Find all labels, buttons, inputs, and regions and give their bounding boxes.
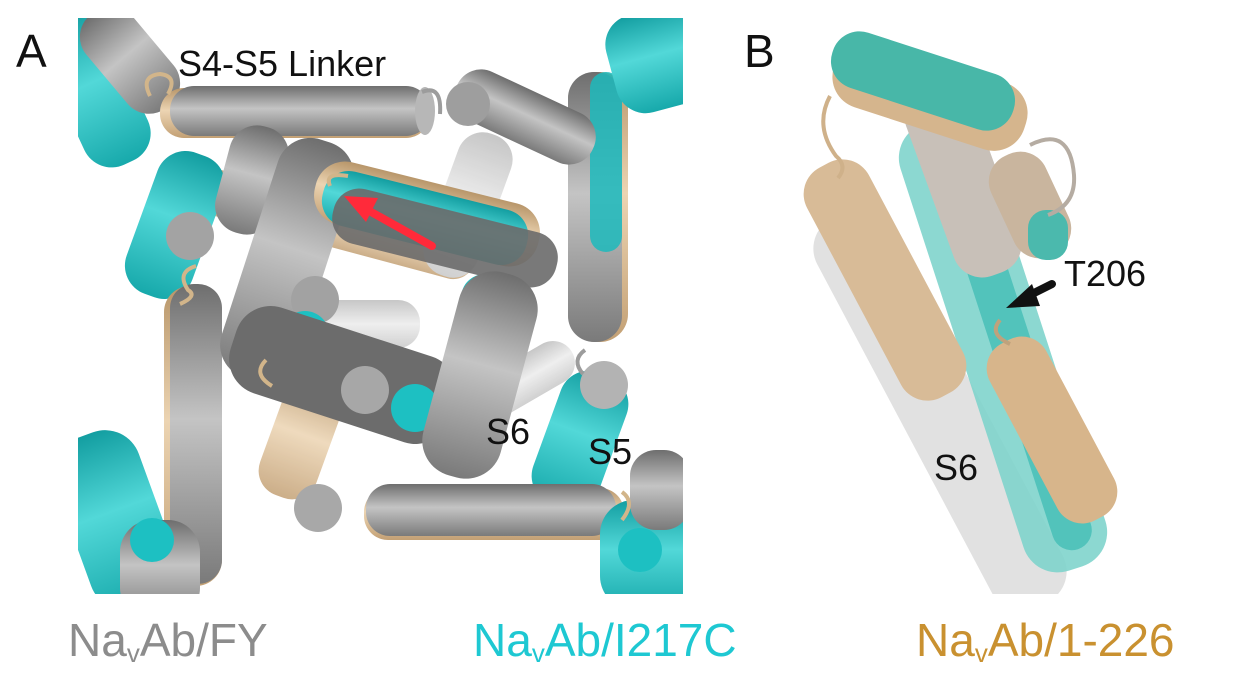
helix-b-small-cyan [1028, 210, 1068, 260]
loop-3 [179, 264, 197, 306]
helix-tr-1 [454, 69, 596, 165]
t206-label: T206 [1064, 253, 1147, 294]
helix-bottom-gray [366, 484, 616, 536]
legend-sub: v [531, 638, 545, 668]
helix-linker-end [415, 87, 435, 135]
s6-label-b: S6 [934, 447, 979, 488]
helix-left-cap [166, 212, 214, 260]
red-arrow-icon [344, 196, 436, 250]
panel-b-letter: B [744, 25, 775, 77]
legend-prefix: Na [473, 614, 532, 666]
helix-cap-5 [341, 366, 389, 414]
helix-central-dark [332, 188, 558, 288]
helix-linker-gray [170, 86, 430, 136]
loop-b-3 [993, 318, 1011, 346]
helix-corner-tl-2 [79, 18, 181, 114]
helix-b-tan-upper [803, 159, 967, 401]
legend-suffix: Ab/I217C [544, 614, 737, 666]
loop-2 [421, 88, 443, 115]
helix-b-top-cyan [830, 31, 1016, 131]
helix-cap-7 [446, 82, 490, 126]
legend-item-fy: NavAb/FY [68, 617, 268, 666]
loop-b-1 [821, 95, 845, 180]
loop-6 [326, 173, 349, 187]
legend-sub: v [126, 638, 140, 668]
loop-1 [144, 71, 174, 97]
s4-s5-linker-label: S4-S5 Linker [178, 43, 387, 84]
legend-prefix: Na [916, 614, 975, 666]
loop-b-2 [1029, 137, 1077, 217]
helix-s6-dark [422, 271, 538, 479]
loop-4 [575, 348, 587, 376]
legend-suffix: Ab/FY [139, 614, 268, 666]
helix-br-2 [630, 450, 683, 530]
helix-cap-8 [580, 361, 628, 409]
helix-cap-9 [294, 484, 342, 532]
loop-7 [258, 358, 274, 388]
panel-a-letter: A [16, 25, 47, 77]
helix-corner-tl-1 [78, 18, 151, 168]
legend-item-i217c: NavAb/I217C [473, 617, 737, 666]
legend-sub: v [974, 638, 988, 668]
helix-vert-left-gray [170, 284, 222, 584]
helix-b-tan-lower [986, 336, 1118, 524]
legend-item-1-226: NavAb/1-226 [916, 617, 1175, 666]
s6-label-a: S6 [486, 411, 531, 452]
helix-cap-11 [618, 528, 662, 572]
helix-right-vert-cyan [590, 72, 622, 252]
helix-tr-corner [605, 18, 683, 114]
legend-suffix: Ab/1-226 [987, 614, 1175, 666]
s5-label-a: S5 [588, 431, 633, 472]
helix-cap-10 [130, 518, 174, 562]
legend-prefix: Na [68, 614, 127, 666]
loop-5 [620, 490, 631, 522]
black-arrow-icon [1006, 280, 1056, 308]
